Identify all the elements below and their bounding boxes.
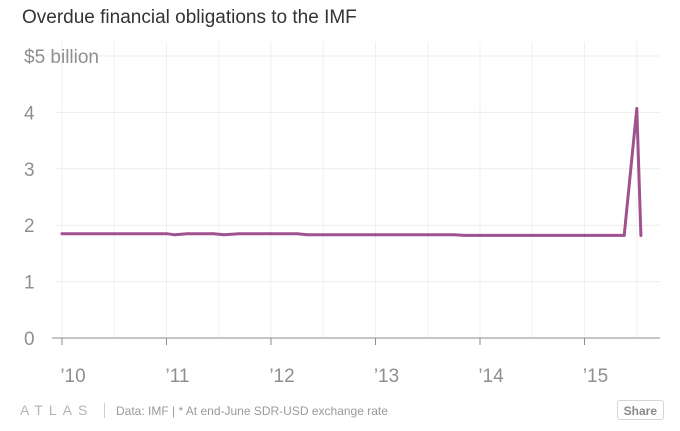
footer-divider [104,403,105,418]
y-tick-label: 3 [24,160,35,181]
data-point [212,232,215,236]
data-point [269,232,273,236]
data-point [452,233,456,237]
data-point [173,233,177,237]
series-layer [60,107,643,237]
y-tick-label: 0 [24,329,35,350]
x-tick-label: ’14 [478,366,504,387]
y-tick-label: 4 [24,103,35,124]
data-point [635,107,639,110]
x-tick-label: ’12 [269,366,294,387]
data-point [583,233,586,237]
data-point [374,233,377,237]
x-tick-label: ’11 [166,366,190,387]
data-point [426,233,430,237]
data-point [639,233,643,237]
y-tick-label: 1 [24,273,35,294]
line-chart: 0 1 2 3 4 $5 billion ’10 ’11 ’12 ’13 ’14 ’15 [24,42,660,387]
source-note: Data: IMF | * At end-June SDR-USD exchan… [116,404,388,418]
series-line [60,107,643,237]
data-point [478,233,482,237]
chart-footer: ATLAS Data: IMF | * At end-June SDR-USD … [20,400,664,422]
data-point [462,233,466,237]
chart-title: Overdue financial obligations to the IMF [22,7,357,28]
data-point [622,233,626,237]
data-point [295,232,299,236]
x-tick-label: ’13 [374,366,399,387]
data-point [165,232,168,236]
y-tick-label: $5 billion [24,47,99,68]
x-tick-label: ’10 [60,366,85,387]
data-point [186,232,189,236]
data-point [60,232,64,236]
axes: 0 1 2 3 4 $5 billion ’10 ’11 ’12 ’13 ’14 ’15 [24,47,660,387]
x-tick-label: ’15 [583,366,608,387]
gridlines [55,42,660,338]
atlas-logo[interactable]: ATLAS [20,402,94,418]
share-button[interactable]: Share [616,400,664,420]
y-tick-label: 2 [24,216,35,237]
data-point [238,232,242,236]
data-point [306,233,309,237]
data-point [222,233,226,237]
